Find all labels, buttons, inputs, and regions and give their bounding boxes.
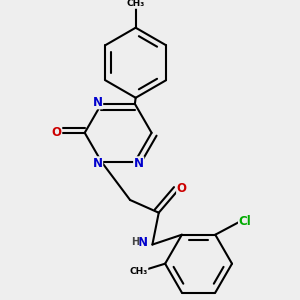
Text: Cl: Cl (238, 215, 251, 228)
Text: O: O (52, 126, 62, 139)
Text: N: N (138, 236, 148, 248)
Text: H: H (131, 237, 139, 247)
Text: CH₃: CH₃ (127, 0, 145, 8)
Text: N: N (134, 157, 144, 170)
Text: CH₃: CH₃ (130, 267, 148, 276)
Text: O: O (177, 182, 187, 195)
Text: N: N (93, 96, 103, 109)
Text: N: N (93, 157, 103, 170)
